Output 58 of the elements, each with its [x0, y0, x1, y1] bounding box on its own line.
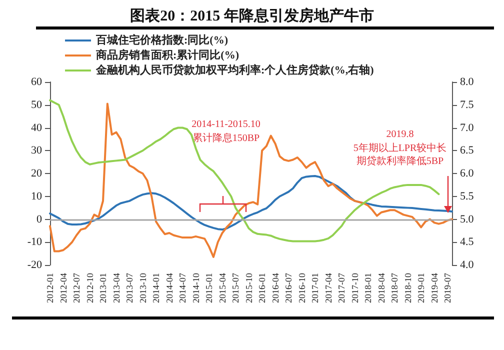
x-tick-label: 2014-10 [190, 272, 201, 303]
y-tick-label: 10 [31, 190, 42, 202]
x-tick-label: 2015-01 [204, 273, 214, 303]
x-tick-label: 2019-04 [429, 272, 440, 303]
x-tick-label: 2015-10 [244, 272, 254, 303]
y2-tick-label: 6.0 [460, 168, 474, 180]
x-tick-label: 2017-07 [336, 272, 347, 303]
x-tick-label: 2018-04 [376, 272, 386, 303]
x-tick-label: 2016-10 [296, 272, 307, 303]
y2-tick-label: 7.0 [460, 122, 474, 134]
x-tick-label: 2012-01 [45, 273, 55, 303]
x-tick-label: 2015-04 [217, 272, 228, 303]
x-tick-label: 2014-01 [151, 273, 162, 303]
y-tick-label: -10 [27, 236, 42, 248]
y2-tick-label: 7.5 [460, 98, 474, 111]
y2-tick-label: 4.0 [460, 259, 474, 271]
y2-tick-label: 6.5 [460, 144, 474, 157]
x-tick-label: 2016-01 [257, 273, 268, 303]
annotation: 5年期以上LPR较中长期贷款利率降低5BP [353, 142, 447, 167]
x-tick-label: 2013-04 [111, 272, 122, 303]
y-tick-label: 20 [31, 168, 42, 180]
x-tick-label: 2016-07 [284, 272, 294, 303]
y-tick-label: -20 [27, 259, 42, 271]
y2-tick-label: 5.5 [460, 190, 474, 202]
y-tick-label: 50 [31, 98, 42, 111]
annotation: 2019.8 [386, 129, 414, 140]
legend-label: 商品房销售面积:累计同比(%) [95, 48, 240, 62]
x-tick-label: 2012-04 [58, 272, 68, 303]
x-tick-label: 2014-04 [164, 272, 174, 303]
y2-tick-label: 8.0 [460, 76, 474, 88]
chart-title: 图表20：2015 年降息引发房地产牛市 [130, 6, 374, 24]
x-tick-label: 2019-07 [442, 272, 453, 303]
x-tick-label: 2015-07 [230, 272, 241, 303]
y-tick-label: 40 [31, 122, 42, 134]
y-tick-label: 0 [36, 213, 42, 226]
x-tick-label: 2019-01 [416, 273, 426, 303]
x-tick-label: 2014-07 [178, 272, 188, 303]
x-tick-label: 2013-07 [124, 272, 135, 303]
x-tick-label: 2016-04 [270, 272, 280, 303]
legend-label: 百城住宅价格指数:同比(%) [95, 34, 228, 46]
x-tick-label: 2017-10 [350, 272, 360, 303]
x-tick-label: 2018-01 [363, 273, 374, 303]
legend-label: 金融机构人民币贷款加权平均利率:个人住房贷款(%,右轴) [95, 64, 374, 76]
x-tick-label: 2012-07 [72, 272, 82, 303]
y2-tick-label: 5.0 [460, 213, 474, 226]
x-tick-label: 2018-10 [402, 272, 413, 303]
x-tick-label: 2013-01 [98, 273, 108, 303]
y-tick-label: 30 [31, 144, 42, 157]
x-tick-label: 2018-07 [390, 272, 400, 303]
x-tick-label: 2017-04 [323, 272, 334, 303]
x-tick-label: 2012-10 [84, 272, 95, 303]
line-series [49, 175, 453, 231]
x-tick-label: 2013-10 [138, 272, 148, 303]
x-tick-label: 2017-01 [310, 273, 320, 303]
y2-tick-label: 4.5 [460, 236, 474, 248]
y-tick-label: 60 [31, 76, 42, 88]
annotation: 2014-11-2015.10 [192, 119, 260, 130]
annotation: 累计降息150BP [192, 132, 260, 144]
